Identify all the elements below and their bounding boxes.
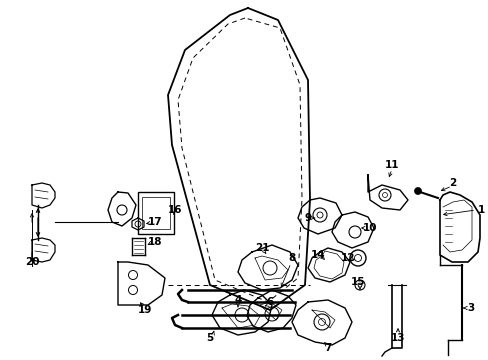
Text: 7: 7 xyxy=(324,343,331,353)
Text: 5: 5 xyxy=(206,333,213,343)
Text: 12: 12 xyxy=(340,253,354,263)
Text: 6: 6 xyxy=(266,297,273,307)
Text: 14: 14 xyxy=(310,250,325,260)
Text: 10: 10 xyxy=(362,223,376,233)
Bar xyxy=(142,197,170,229)
Circle shape xyxy=(414,188,421,194)
Text: 9: 9 xyxy=(304,213,311,223)
Text: 2: 2 xyxy=(448,178,456,188)
Text: 16: 16 xyxy=(167,205,182,215)
Text: 13: 13 xyxy=(390,333,405,343)
Text: 20: 20 xyxy=(25,257,39,267)
Text: 8: 8 xyxy=(288,253,295,263)
Text: 17: 17 xyxy=(147,217,162,227)
Text: 3: 3 xyxy=(467,303,474,313)
Text: 18: 18 xyxy=(147,237,162,247)
Text: 11: 11 xyxy=(384,160,398,170)
Text: 15: 15 xyxy=(350,277,365,287)
Text: 21: 21 xyxy=(254,243,269,253)
Bar xyxy=(138,192,174,234)
Text: 1: 1 xyxy=(476,205,484,215)
Text: 19: 19 xyxy=(138,305,152,315)
Text: 4: 4 xyxy=(234,295,241,305)
